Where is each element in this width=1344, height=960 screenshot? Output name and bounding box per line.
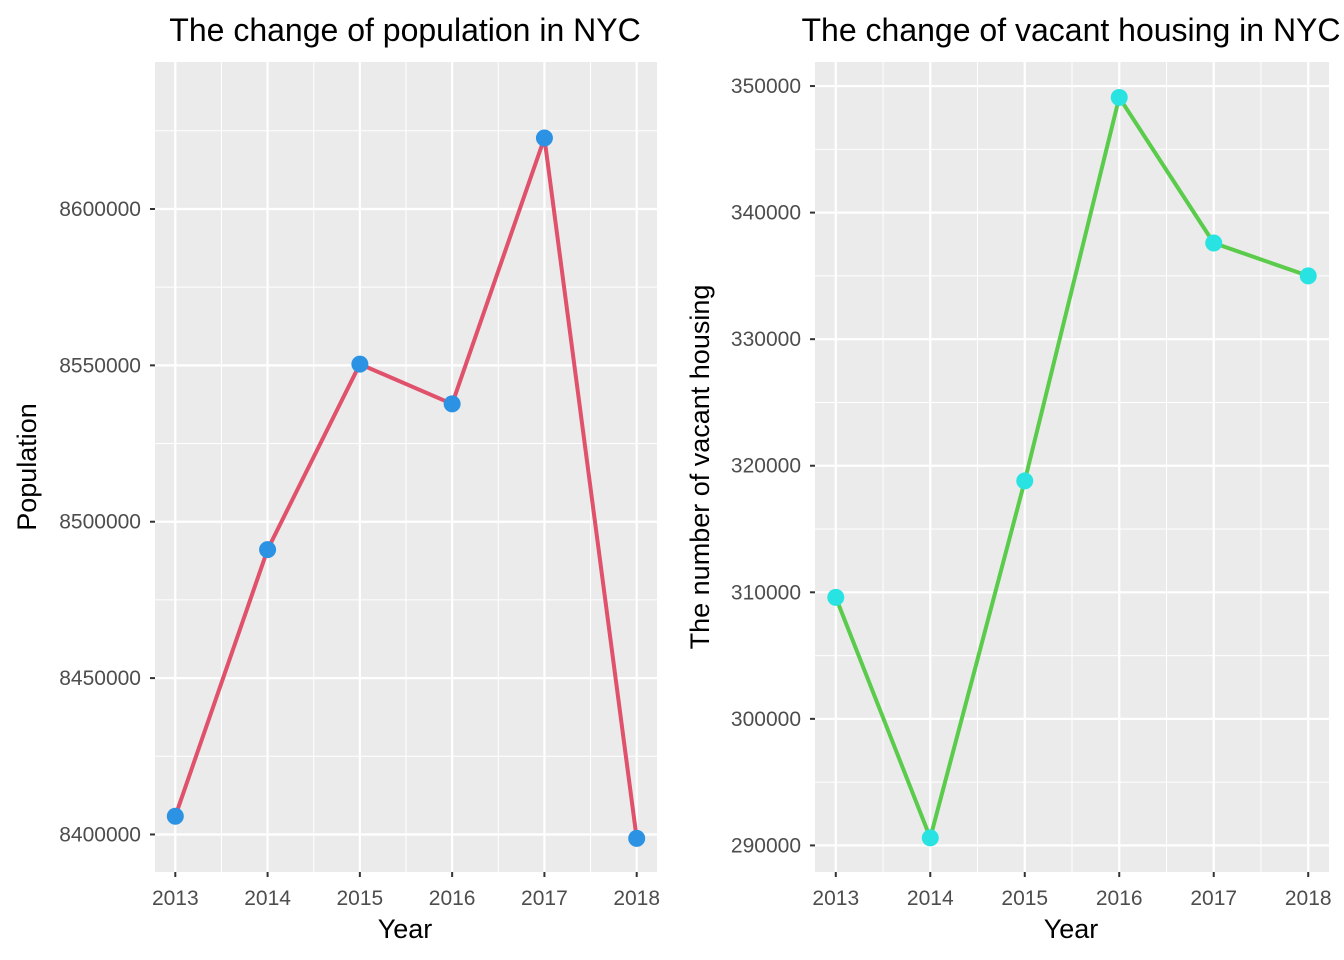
- population-x-axis-ticks: 2013 2014 2015 2016 2017 2018: [152, 872, 660, 910]
- y-tick-label: 8550000: [59, 354, 141, 377]
- data-point: [1205, 234, 1223, 252]
- population-major-grid: [155, 62, 657, 872]
- population-chart: The change of population in NYC 2013 2014…: [12, 12, 660, 944]
- vacant-housing-y-axis-ticks: 290000 300000 310000 320000 330000 340000 3500…: [731, 75, 815, 857]
- y-tick-label: 8600000: [59, 198, 141, 221]
- y-tick-label: 8500000: [59, 511, 141, 534]
- x-tick-label: 2017: [521, 887, 568, 910]
- population-y-axis-title: Population: [12, 403, 42, 531]
- y-tick-label: 310000: [731, 581, 801, 604]
- y-tick-label: 350000: [731, 75, 801, 98]
- vacant-housing-x-axis-title: Year: [1044, 914, 1099, 944]
- data-point: [1016, 472, 1034, 490]
- x-tick-label: 2014: [244, 887, 291, 910]
- x-tick-label: 2016: [1096, 887, 1143, 910]
- data-point: [1110, 88, 1128, 106]
- y-tick-label: 320000: [731, 455, 801, 478]
- vacant-housing-major-grid: [815, 62, 1329, 872]
- data-point: [628, 829, 646, 847]
- vacant-housing-chart-title: The change of vacant housing in NYC: [802, 12, 1341, 48]
- population-y-axis-ticks: 8400000 8450000 8500000 8550000 8600000: [59, 198, 155, 846]
- data-point: [351, 355, 369, 373]
- data-point: [535, 129, 553, 147]
- x-tick-label: 2013: [812, 887, 859, 910]
- vacant-housing-x-axis-ticks: 2013 2014 2015 2016 2017 2018: [812, 872, 1332, 910]
- x-tick-label: 2017: [1190, 887, 1237, 910]
- population-x-axis-title: Year: [378, 914, 433, 944]
- y-tick-label: 8400000: [59, 823, 141, 846]
- x-tick-label: 2018: [1285, 887, 1332, 910]
- data-point: [1299, 267, 1317, 285]
- data-point: [259, 541, 277, 559]
- y-tick-label: 8450000: [59, 667, 141, 690]
- x-tick-label: 2014: [907, 887, 954, 910]
- data-point: [166, 807, 184, 825]
- y-tick-label: 330000: [731, 328, 801, 351]
- vacant-housing-minor-grid: [815, 62, 1329, 872]
- x-tick-label: 2015: [1001, 887, 1048, 910]
- x-tick-label: 2013: [152, 887, 199, 910]
- y-tick-label: 300000: [731, 708, 801, 731]
- y-tick-label: 290000: [731, 834, 801, 857]
- population-minor-grid: [155, 62, 657, 872]
- vacant-housing-chart: The change of vacant housing in NYC 2013…: [685, 12, 1341, 944]
- series-line: [173, 136, 639, 841]
- x-tick-label: 2018: [613, 887, 660, 910]
- vacant-housing-series: [827, 88, 1317, 847]
- data-point: [921, 829, 939, 847]
- population-chart-title: The change of population in NYC: [169, 12, 640, 48]
- y-tick-label: 340000: [731, 202, 801, 225]
- x-tick-label: 2016: [429, 887, 476, 910]
- series-line: [833, 95, 1311, 840]
- vacant-housing-y-axis-title: The number of vacant housing: [685, 285, 715, 650]
- population-series: [166, 129, 646, 847]
- x-tick-label: 2015: [337, 887, 384, 910]
- data-point: [827, 588, 845, 606]
- data-point: [443, 395, 461, 413]
